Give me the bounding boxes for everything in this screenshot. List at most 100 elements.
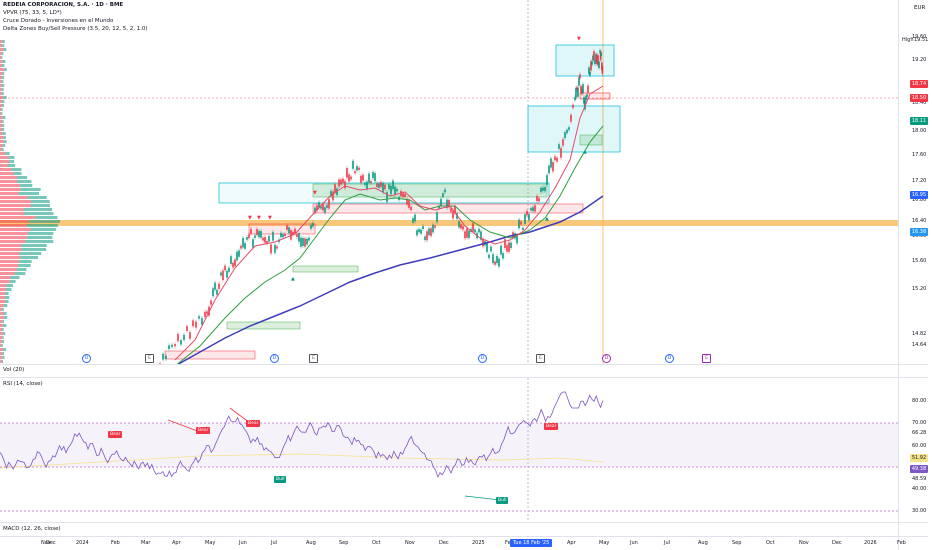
rsi-bear-label[interactable]: Bear [108,431,123,438]
candle-body [192,320,194,327]
candle-body [575,87,577,98]
macd-legend[interactable]: MACD (12, 26, close) [3,526,61,532]
volume-profile-bar [2,352,4,355]
candle-body [168,345,170,349]
price-tag: 18.11 [910,117,928,125]
candle-body [238,250,240,257]
dividend-event-marker[interactable]: D [270,354,279,363]
volume-profile-bar [0,248,22,251]
rsi-bear-label[interactable]: Bear [246,420,261,427]
time-axis-label: Nov [41,540,51,546]
candle-body [266,241,268,244]
candle-body [596,55,598,65]
candle-body [480,231,482,240]
volume-profile-bar [2,124,5,127]
volume-profile-bar [30,200,50,203]
rsi-line [0,391,604,478]
volume-profile-bar [24,212,54,215]
candle-body [542,187,544,191]
price-axis-label: 17.20 [912,178,927,184]
candle-body [583,97,585,104]
candle-body [591,61,593,65]
demand-zone-2 [292,265,359,273]
volume-profile-bar [1,112,3,115]
candle-body [412,218,414,223]
candle-body [540,187,542,193]
candle-body [468,230,470,238]
cruce-dorado-indicator-legend[interactable]: Cruce Dorado - Inversiones en el Mundo [3,18,114,24]
volume-profile-bar [18,192,40,195]
volume-profile-bar [9,280,16,283]
volume-profile-bar [6,284,14,287]
rsi-bull-label[interactable]: Bull [274,476,287,483]
candle-body [516,235,518,244]
volume-profile-bar [0,328,3,331]
price-chart[interactable]: ▼ ▼ ▼ ▼ ▼ ▲ ▲ ▲ [0,0,898,364]
candle-body [482,238,484,247]
pane-separator-macd[interactable] [0,522,928,523]
volume-profile-bar [13,172,22,175]
candle-body [328,199,330,209]
rsi-bull-label[interactable]: Bull [496,497,509,504]
candle-body [462,226,464,230]
time-axis-label: Nov [405,540,415,546]
candle-body [500,245,502,255]
candle-body [506,245,508,252]
candle-body [587,85,589,93]
rsi-legend[interactable]: RSI (14, close) [3,381,43,387]
rsi-bear-label[interactable]: Bear [196,427,211,434]
dividend-event-marker[interactable]: D [665,354,674,363]
candle-body [508,242,510,252]
candle-body [228,267,230,272]
symbol-title[interactable]: REDEIA CORPORACION, S.A. · 1D · BME [3,2,124,8]
candle-body [552,162,554,172]
candle-body [585,96,587,101]
volume-profile-bar [0,256,21,259]
buy-arrow: ▲ [291,276,295,282]
candle-body [496,255,498,264]
volume-profile-bar [25,240,54,243]
dividend-event-marker[interactable]: D [82,354,91,363]
earnings-event-marker[interactable]: E [145,354,154,363]
volume-profile-bar [0,128,3,131]
delta-zones-indicator-legend[interactable]: Delta Zones Buy/Sell Pressure (3.5, 20, … [3,26,148,32]
pane-separator-rsi[interactable] [0,377,928,378]
candle-body [498,258,500,267]
dividend-event-marker[interactable]: D [478,354,487,363]
volume-profile-bar [0,232,28,235]
candle-body [378,183,380,188]
dividend-event-marker[interactable]: D [602,354,611,363]
price-axis-label: 15.20 [912,286,927,292]
candle-body [206,311,208,314]
volume-profile-bar [1,108,3,111]
volume-profile-bar [3,304,8,307]
volume-profile-bar [0,280,10,283]
candle-body [246,237,248,240]
candle-body [260,231,262,238]
volume-legend[interactable]: Vol (20) [3,367,25,373]
volume-profile-bar [2,64,5,67]
vpvr-indicator-legend[interactable]: VPVR (75, 33, 5, LD*) [3,10,62,16]
candle-body [474,229,476,233]
rsi-bear-label[interactable]: Bear [544,423,559,430]
price-axis-label: 16.80 [912,197,927,203]
candle-body [222,270,224,281]
volume-profile-bar [21,248,47,251]
candle-body [406,198,408,205]
volume-profile-bar [2,336,4,339]
candle-body [180,340,182,345]
earnings-event-marker[interactable]: E [309,354,318,363]
candle-body [284,233,286,236]
time-axis-label: Jun [630,540,638,546]
rsi-chart[interactable] [0,378,898,522]
volume-profile-bar [0,144,3,147]
earnings-event-marker[interactable]: E [536,354,545,363]
earnings-event-marker[interactable]: E [702,354,711,363]
volume-profile-bar [0,60,3,63]
pane-separator-volume[interactable] [0,364,928,365]
candle-body [434,225,436,228]
time-axis-label: Dec [46,540,56,546]
volume-profile-bar [16,268,27,271]
candle-body [430,228,432,236]
rsi-divergence-line [167,419,201,433]
